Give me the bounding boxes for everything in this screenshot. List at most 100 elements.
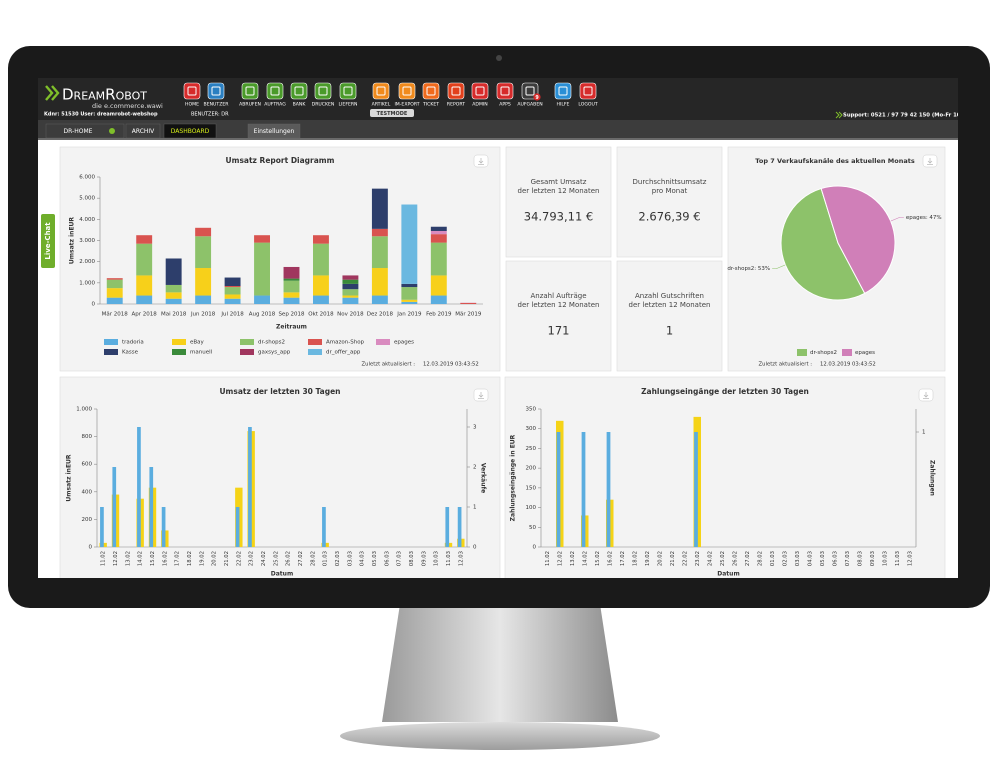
legend-swatch[interactable] <box>240 349 254 355</box>
legend-label[interactable]: epages <box>394 340 414 346</box>
live-chat-tab[interactable] <box>41 214 55 268</box>
toolbar-label[interactable]: ARTIKEL <box>372 102 391 108</box>
updated-label: Zuletzt aktualisiert : <box>362 362 416 368</box>
bar-segment <box>254 242 270 296</box>
toolbar-button[interactable] <box>554 82 572 100</box>
x-axis-label: Datum <box>717 571 739 578</box>
bar-segment <box>224 294 241 299</box>
live-chat[interactable]: Live-Chat <box>44 222 52 260</box>
legend-label[interactable]: tradoria <box>122 340 144 346</box>
bar-segment <box>136 295 153 304</box>
y-tick-label: 4.000 <box>79 217 95 223</box>
toolbar-label[interactable]: TICKET <box>422 102 439 108</box>
toolbar-label[interactable]: APPS <box>499 102 511 108</box>
legend-label[interactable]: dr_offer_app <box>326 350 361 356</box>
tab-label[interactable]: Einstellungen <box>254 128 295 135</box>
toolbar-label[interactable]: ADMIN <box>472 102 487 108</box>
toolbar-label[interactable]: DRUCKEN <box>312 102 335 108</box>
toolbar-button[interactable] <box>496 82 514 100</box>
legend-swatch[interactable] <box>104 349 118 355</box>
toolbar-button[interactable] <box>447 82 465 100</box>
toolbar-label[interactable]: REPORT <box>447 102 465 108</box>
tab-label[interactable]: ARCHIV <box>132 128 155 135</box>
x-tick-label: 14.02 <box>138 551 144 566</box>
y2-tick-label: 2 <box>473 465 477 471</box>
toolbar-button[interactable] <box>183 82 201 100</box>
x-tick-label: 08.03 <box>857 551 863 566</box>
toolbar-label[interactable]: LIEFERN <box>339 102 358 108</box>
y-tick-label: 350 <box>526 407 537 413</box>
panel <box>59 376 501 578</box>
legend-swatch[interactable] <box>104 339 118 345</box>
x-tick-label: 11.02 <box>101 551 107 566</box>
toolbar-button[interactable] <box>241 82 259 100</box>
toolbar-label[interactable]: AUFTRAG <box>264 102 286 108</box>
kpi-tile <box>616 146 723 258</box>
toolbar-label[interactable]: HILFE <box>557 102 570 108</box>
toolbar-icon <box>451 86 461 96</box>
y-tick-label: 3.000 <box>79 238 95 244</box>
bar-segment <box>283 292 300 298</box>
tab[interactable] <box>45 123 125 139</box>
toolbar-button[interactable] <box>207 82 225 100</box>
toolbar-label[interactable]: BENUTZER <box>204 102 230 108</box>
bar-segment <box>165 284 182 293</box>
legend-swatch[interactable] <box>308 349 322 355</box>
toolbar-label[interactable]: HOME <box>185 102 199 108</box>
legend-swatch[interactable] <box>240 339 254 345</box>
x-tick-label: 26.02 <box>286 551 292 566</box>
toolbar-button[interactable] <box>398 82 416 100</box>
toolbar-label[interactable]: BANK <box>293 102 307 108</box>
bar-segment <box>136 235 153 244</box>
toolbar-icon <box>294 86 304 96</box>
toolbar-button[interactable] <box>372 82 390 100</box>
tab[interactable] <box>125 123 161 139</box>
kpi-label: der letzten 12 Monaten <box>518 187 600 195</box>
y2-tick-label: 3 <box>473 425 477 431</box>
x-tick-label: 12.03 <box>907 551 913 566</box>
bar <box>100 507 104 547</box>
toolbar-button[interactable] <box>339 82 357 100</box>
bar <box>112 467 117 547</box>
toolbar-label[interactable]: AUFGABEN <box>517 102 542 108</box>
legend-label[interactable]: Kasse <box>122 350 139 356</box>
y-tick-label: 2.000 <box>79 259 95 265</box>
bar-segment <box>195 295 212 304</box>
tab[interactable] <box>247 123 301 139</box>
toolbar-button[interactable] <box>422 82 440 100</box>
legend-swatch[interactable] <box>308 339 322 345</box>
toolbar-label[interactable]: ABRUFEN <box>239 102 261 108</box>
bar <box>445 507 450 547</box>
legend-label[interactable]: gaxsys_app <box>258 350 291 356</box>
legend-label[interactable]: Amazon-Shop <box>326 340 365 346</box>
toolbar-button[interactable] <box>290 82 308 100</box>
x-axis-label: Zeitraum <box>276 324 307 331</box>
legend-swatch[interactable] <box>172 339 186 345</box>
toolbar-label[interactable]: LOGOUT <box>578 102 598 108</box>
legend-swatch[interactable] <box>376 339 390 345</box>
legend-label[interactable]: manuell <box>190 350 213 356</box>
toolbar-button[interactable] <box>471 82 489 100</box>
screen: DreamRobot die e.commerce.wawi Kdnr: 515… <box>38 78 958 578</box>
tab-label[interactable]: DR-HOME <box>64 128 93 135</box>
account-info: Kdnr: 51530 User: dreamrobot-webshop <box>44 112 158 118</box>
legend-label[interactable]: dr-shops2 <box>258 340 285 346</box>
toolbar-button[interactable] <box>266 82 284 100</box>
tab[interactable] <box>163 123 217 139</box>
bar <box>322 507 326 547</box>
tab-label[interactable]: DASHBOARD <box>171 128 210 135</box>
x-axis-label: Datum <box>271 571 293 578</box>
legend-label[interactable]: dr-shops2 <box>810 350 837 356</box>
legend-label[interactable]: epages <box>855 350 875 356</box>
toolbar-label[interactable]: IM-EXPORT <box>394 102 419 108</box>
bar-segment <box>430 234 447 243</box>
toolbar-button[interactable] <box>579 82 597 100</box>
x-tick-label: 03.03 <box>347 551 353 566</box>
legend-label[interactable]: eBay <box>190 340 205 346</box>
toolbar-button[interactable] <box>314 82 332 100</box>
y-axis-label: Umsatz inEUR <box>69 217 76 264</box>
legend-swatch[interactable] <box>172 349 186 355</box>
legend-swatch[interactable] <box>842 349 852 356</box>
legend-swatch[interactable] <box>797 349 807 356</box>
panel <box>59 146 501 372</box>
